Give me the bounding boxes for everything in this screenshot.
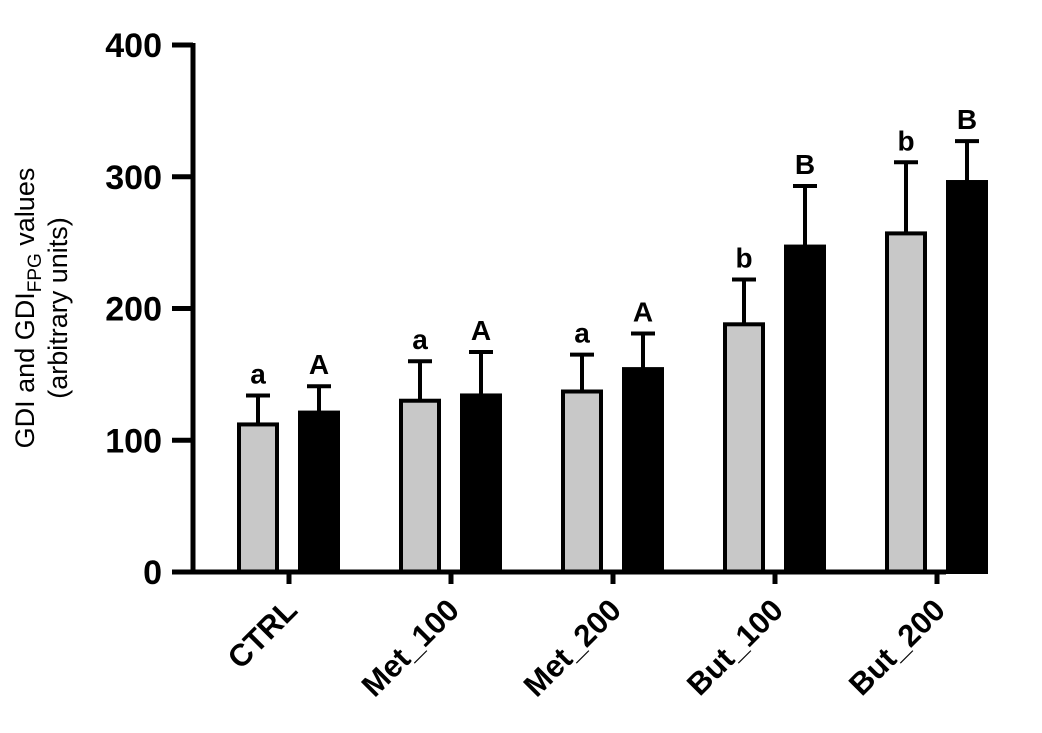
bar-GDI-Met_200 bbox=[561, 389, 603, 574]
svg-text:GDI and GDIFPG values: GDI and GDIFPG values bbox=[10, 168, 46, 449]
y-axis-label: GDI and GDIFPG values (arbitrary units) bbox=[10, 168, 73, 449]
bar-GDI-Met_100 bbox=[399, 398, 441, 574]
bar-GDI-But_200 bbox=[885, 231, 927, 574]
significance-letter: B bbox=[795, 149, 815, 180]
significance-letter: A bbox=[309, 349, 329, 380]
bar-GDI_FPG-But_200 bbox=[946, 180, 988, 575]
y-tick-label: 300 bbox=[105, 159, 162, 197]
significance-letter: B bbox=[957, 104, 977, 135]
bar-GDI-But_100 bbox=[723, 322, 765, 574]
y-axis-label-units: (arbitrary units) bbox=[43, 217, 73, 399]
x-tick-label: But_100 bbox=[680, 592, 790, 702]
y-tick-label: 400 bbox=[105, 27, 162, 65]
bar-GDI_FPG-Met_200 bbox=[622, 367, 664, 575]
bar-GDI_FPG-Met_100 bbox=[460, 393, 502, 574]
x-tick-label: CTRL bbox=[221, 592, 304, 675]
significance-letter: a bbox=[412, 324, 428, 355]
y-axis-label-subscript: FPG bbox=[25, 253, 46, 292]
x-tick-label: Met_100 bbox=[355, 592, 466, 703]
bar-GDI-CTRL bbox=[237, 422, 279, 574]
significance-letter: b bbox=[735, 243, 752, 274]
significance-letter: a bbox=[574, 318, 590, 349]
y-tick-label: 200 bbox=[105, 291, 162, 329]
significance-letter: A bbox=[471, 315, 491, 346]
y-axis-label-main: GDI and GDI bbox=[10, 292, 40, 448]
y-axis-label-suffix: values bbox=[10, 168, 40, 254]
x-tick-label: Met_200 bbox=[517, 592, 628, 703]
significance-letter: A bbox=[633, 297, 653, 328]
significance-letter: b bbox=[897, 125, 914, 156]
y-tick-label: 0 bbox=[143, 554, 162, 592]
significance-letter: a bbox=[250, 358, 266, 389]
bar-GDI_FPG-But_100 bbox=[784, 244, 826, 574]
y-tick-label: 100 bbox=[105, 422, 162, 460]
bar-GDI_FPG-CTRL bbox=[298, 410, 340, 574]
x-tick-label: But_200 bbox=[842, 592, 952, 702]
